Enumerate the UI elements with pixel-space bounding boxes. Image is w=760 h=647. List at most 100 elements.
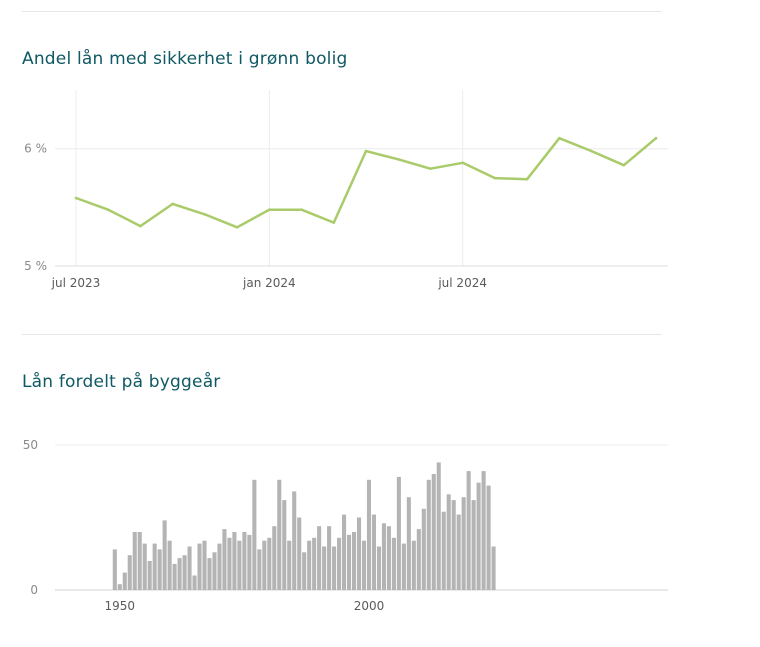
bar [381,523,386,590]
y-tick-label: 0 [30,583,38,597]
bar [202,540,207,590]
line-chart: jul 2023 jan 2024 jul 2024 5 % 6 % [24,90,668,290]
bar [366,479,372,590]
bar [277,479,282,590]
bar [436,462,441,590]
bar [361,540,367,590]
x-tick-label: jan 2024 [242,276,296,290]
bar [307,540,312,590]
data-point [74,196,78,200]
bar [317,526,322,590]
bar [267,537,272,590]
bar [132,532,137,590]
bar [356,517,362,590]
bar [456,514,461,590]
bar [152,543,157,590]
bar [471,500,476,590]
bar [227,537,232,590]
bar [122,572,127,590]
x-tick-label: 1950 [105,599,136,613]
bar [332,546,337,590]
bar [441,511,446,590]
bar [406,497,411,590]
bar [212,552,217,590]
data-point [396,157,400,161]
bar [391,537,396,590]
bar [312,537,317,590]
bar [247,534,252,590]
bar [127,555,132,590]
bar [207,558,212,590]
chart-title-build-year: Lån fordelt på byggeår [22,372,221,392]
bar [461,497,466,590]
data-point [364,149,368,153]
bar [192,575,197,590]
bar [346,534,352,590]
bar [476,482,481,590]
bar [167,540,172,590]
bar [162,520,167,590]
bar [147,561,152,590]
chart-title-green-loans: Andel lån med sikkerhet i grønn bolig [22,49,348,69]
data-point [106,208,110,212]
bar [491,546,496,590]
data-point [558,136,561,140]
bar [297,517,302,590]
bar [172,563,177,590]
bar [426,479,431,590]
bar [137,532,142,590]
bar [376,546,381,590]
data-point [300,208,303,212]
bar [327,526,332,590]
bar [237,540,242,590]
bar [342,514,347,590]
bar [337,537,342,590]
bar [386,526,391,590]
bar [451,500,456,590]
bar [187,546,192,590]
bar [262,540,267,590]
bar [411,540,416,590]
bar [242,532,247,590]
bar [322,546,327,590]
bar [421,508,426,590]
data-point [654,136,658,140]
bar [302,552,307,590]
bar [292,491,297,590]
bar [466,471,471,590]
bar [182,555,187,590]
bar [431,474,436,590]
data-point [139,224,142,228]
y-tick-label: 6 % [24,142,47,156]
data-point [493,176,497,180]
bar [351,532,357,590]
bar [287,540,292,590]
y-tick-label: 50 [23,438,38,452]
bar [272,526,277,590]
data-point [461,161,464,165]
data-point [268,208,271,212]
bar [117,584,122,590]
data-point [622,163,626,167]
bar [252,479,257,590]
bar [222,529,227,590]
data-point [525,177,529,181]
data-point [590,149,593,153]
bar [396,476,401,590]
section-divider [22,334,662,335]
bar [157,549,162,590]
bar [371,514,377,590]
x-tick-label: jul 2024 [437,276,487,290]
bar [112,549,117,590]
bar [197,543,202,590]
y-tick-label: 5 % [24,259,47,273]
bar [217,543,222,590]
x-tick-label: 2000 [354,599,385,613]
top-divider [22,11,662,12]
bar [486,485,491,590]
bar [481,471,486,590]
bar [416,529,421,590]
data-point [203,213,207,216]
data-point [235,226,239,229]
